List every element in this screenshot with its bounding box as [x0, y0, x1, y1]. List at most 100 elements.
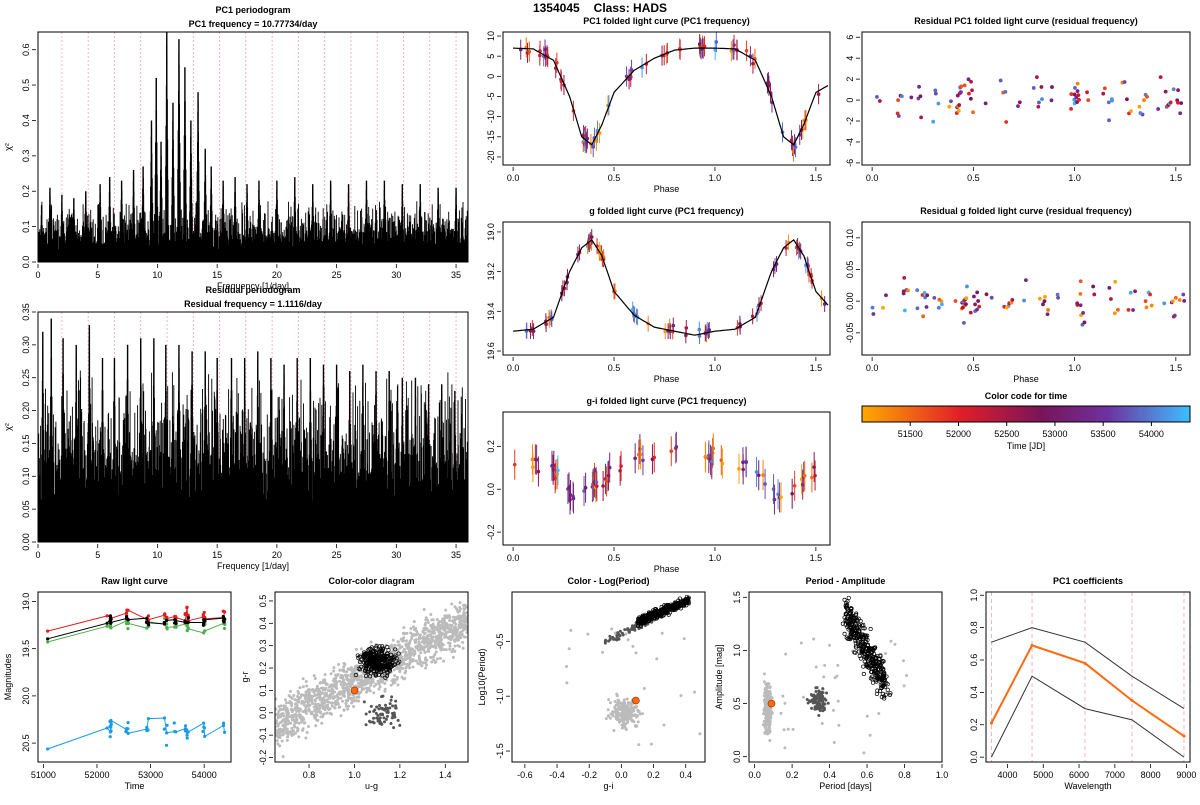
residual-point — [1091, 284, 1096, 289]
bg-star — [410, 651, 414, 655]
residual-point — [1109, 297, 1113, 301]
dark-star — [385, 714, 389, 718]
residual-point — [965, 284, 969, 289]
residual-point — [1034, 75, 1039, 80]
residual-point — [1113, 279, 1118, 284]
bg-star — [324, 691, 328, 695]
x-axis-label-cc: u-g — [365, 781, 378, 791]
x-tick-label: 0.8 — [898, 770, 911, 780]
bg-star — [296, 689, 300, 693]
residual-point — [973, 302, 977, 307]
x-tick-label: 0.0 — [866, 363, 879, 373]
bg-star — [625, 717, 629, 721]
y-tick-label: 10 — [486, 31, 496, 41]
chart-subtitle-p1: PC1 frequency = 10.77734/day — [189, 19, 318, 29]
bg-star — [276, 712, 280, 716]
y-axis-label-pa: Amplitude [mag] — [714, 644, 724, 709]
bg-star — [349, 696, 353, 700]
bg-star — [865, 714, 869, 718]
bg-star — [357, 695, 361, 699]
bg-star — [313, 694, 317, 698]
bg-star — [374, 682, 378, 686]
raw-u-point — [109, 729, 113, 733]
bg-star — [294, 714, 298, 718]
bg-star — [396, 683, 400, 687]
bg-star — [452, 631, 456, 635]
bg-star — [336, 701, 340, 705]
raw-u-point — [126, 721, 130, 725]
residual-point — [1085, 90, 1089, 95]
dark-star — [825, 691, 829, 695]
bg-star — [448, 623, 452, 627]
y-tick-label: 0.8 — [969, 621, 979, 634]
bg-star — [445, 626, 449, 630]
bg-star — [297, 714, 301, 718]
raw-g-point — [221, 614, 225, 619]
data-point — [536, 469, 541, 474]
raw-u-point — [222, 721, 226, 725]
chart-title-f2: g folded light curve (PC1 frequency) — [589, 206, 744, 216]
class-star — [844, 600, 849, 606]
bg-star — [277, 704, 281, 708]
bg-star — [304, 695, 308, 699]
dark-star — [816, 700, 820, 704]
y-tick-label: 2 — [845, 77, 855, 82]
bg-star — [352, 670, 356, 674]
bg-star — [331, 696, 335, 700]
class-star — [666, 612, 671, 617]
bg-star — [448, 644, 452, 648]
y-tick-label: 0.5 — [732, 697, 742, 710]
residual-point — [1037, 296, 1042, 301]
class-star — [368, 659, 373, 664]
bg-star — [329, 712, 333, 716]
bg-star — [429, 613, 433, 617]
bg-star — [339, 714, 343, 718]
bg-star — [786, 727, 790, 731]
bg-star — [626, 638, 630, 642]
bg-star — [277, 709, 281, 713]
bg-star — [619, 704, 623, 708]
residual-point — [1106, 100, 1111, 105]
bg-star — [318, 690, 322, 694]
data-point — [793, 145, 798, 149]
bg-star — [820, 722, 824, 726]
class-star — [648, 612, 653, 617]
residual-point — [1126, 307, 1131, 312]
data-point — [555, 60, 559, 65]
residual-point — [1041, 302, 1045, 307]
dark-star — [371, 720, 375, 724]
bg-star — [312, 674, 316, 678]
y-tick-label: 0 — [486, 74, 496, 79]
raw-r-point — [202, 610, 206, 615]
bg-star — [297, 709, 301, 713]
bg-star — [405, 646, 409, 650]
bg-star — [392, 651, 396, 655]
bg-star — [419, 651, 423, 655]
bg-star — [281, 755, 285, 759]
class-star — [639, 621, 644, 626]
dark-star — [826, 701, 830, 705]
residual-point — [964, 296, 969, 301]
bg-star — [434, 650, 438, 654]
class-star — [683, 597, 688, 602]
bg-star — [423, 626, 427, 630]
bg-star — [390, 679, 394, 683]
data-point — [633, 456, 637, 461]
x-tick-label: 0.0 — [507, 173, 520, 183]
residual-point — [975, 290, 980, 295]
bg-star — [422, 661, 426, 665]
dark-star — [384, 707, 388, 711]
panel-p2: Residual periodogram Residual frequency =… — [3, 285, 469, 571]
data-point — [763, 482, 767, 486]
dark-star — [377, 707, 381, 711]
bg-star — [342, 708, 346, 712]
bg-star — [435, 617, 439, 621]
bg-star — [354, 647, 358, 651]
bg-star — [325, 698, 329, 702]
y-tick-label: -5 — [486, 92, 496, 100]
bg-star — [383, 681, 387, 685]
bg-star — [440, 632, 444, 636]
bg-star — [321, 688, 325, 692]
dark-star — [817, 689, 821, 693]
bg-star — [439, 626, 443, 630]
